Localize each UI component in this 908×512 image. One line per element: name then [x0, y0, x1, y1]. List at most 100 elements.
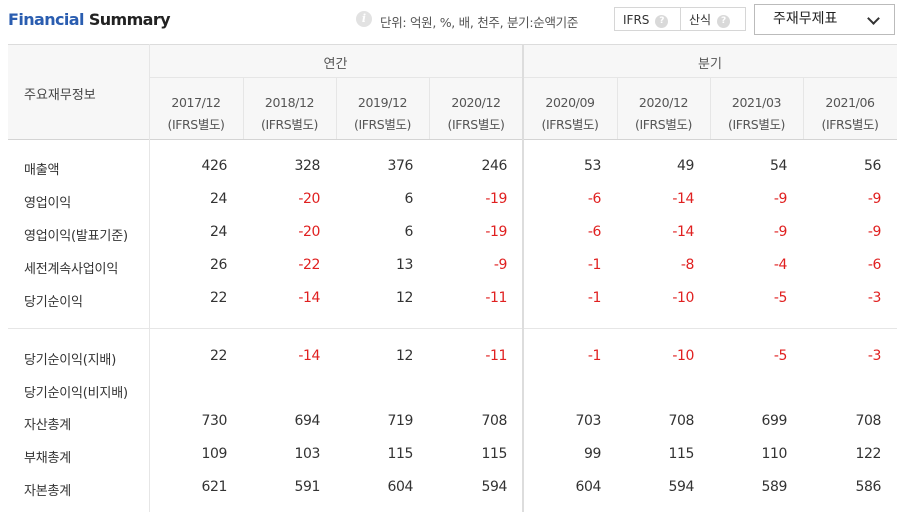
row-header-divider [149, 44, 150, 512]
table-cell: -6 [867, 257, 882, 273]
header-top-line [8, 44, 897, 45]
table-cell: -14 [298, 290, 320, 306]
row-label: 당기순이익 [24, 295, 83, 310]
table-cell: 54 [769, 158, 787, 174]
unit-text: 단위: 억원, %, 배, 천주, 분기:순액기준 [380, 15, 579, 30]
table-cell: -5 [773, 290, 788, 306]
table-cell: 53 [583, 158, 601, 174]
info-icon[interactable]: i [356, 11, 372, 27]
annual-quarter-divider [522, 44, 524, 512]
table-cell: -9 [773, 224, 788, 240]
column-header: 2018/12 (IFRS별도) [243, 92, 336, 136]
help-icon[interactable]: ? [717, 15, 731, 28]
table-cell: -11 [485, 290, 507, 306]
column-period: 2021/03 [731, 95, 782, 110]
table-cell: 109 [201, 446, 227, 462]
table-cell: -1 [587, 348, 602, 364]
column-header: 2017/12 (IFRS별도) [149, 92, 243, 136]
table-cell: -9 [493, 257, 508, 273]
table-cell: 708 [481, 413, 507, 429]
table-cell: -10 [672, 290, 694, 306]
table-cell: 115 [387, 446, 413, 462]
column-period: 2020/09 [545, 95, 595, 110]
column-divider [336, 78, 337, 139]
row-label: 자본총계 [24, 484, 72, 499]
table-cell: 24 [209, 224, 227, 240]
row-label: 당기순이익(지배) [24, 353, 117, 368]
table-cell: -20 [298, 191, 320, 207]
column-divider [243, 78, 244, 139]
ifrs-toggle[interactable]: IFRS? [614, 7, 681, 31]
column-basis: (IFRS별도) [727, 117, 786, 132]
section-title: Financial Summary [8, 10, 171, 29]
table-cell: -3 [867, 348, 882, 364]
formula-label: 산식 [689, 13, 712, 27]
table-cell: -14 [672, 224, 694, 240]
summary-header: Financial Summary i 단위: 억원, %, 배, 천주, 분기… [0, 0, 908, 44]
column-header: 2020/12 (IFRS별도) [617, 92, 710, 136]
table-cell: 708 [668, 413, 694, 429]
row-label: 세전계속사업이익 [24, 262, 119, 277]
table-cell: 49 [676, 158, 694, 174]
help-icon[interactable]: ? [655, 15, 669, 28]
table-cell: -9 [773, 191, 788, 207]
table-cell: -22 [298, 257, 320, 273]
table-cell: 708 [855, 413, 881, 429]
column-period: 2021/06 [825, 95, 875, 110]
header-bottom-line [8, 139, 897, 140]
dropdown-label: 주재무제표 [773, 11, 838, 27]
table-cell: -19 [485, 224, 507, 240]
table-cell: -9 [867, 224, 882, 240]
table-cell: 6 [404, 191, 413, 207]
table-cell: -1 [587, 257, 602, 273]
column-period: 2017/12 [171, 95, 221, 110]
column-header: 2020/09 (IFRS별도) [523, 92, 617, 136]
column-basis: (IFRS별도) [541, 117, 599, 132]
column-basis: (IFRS별도) [447, 117, 505, 132]
table-cell: 426 [201, 158, 227, 174]
table-cell: 115 [668, 446, 694, 462]
column-basis: (IFRS별도) [634, 117, 693, 132]
column-basis: (IFRS별도) [167, 117, 225, 132]
statement-dropdown[interactable]: 주재무제표 [754, 4, 895, 35]
table-cell: -6 [587, 224, 602, 240]
table-cell: 12 [395, 290, 413, 306]
quarterly-group-label: 분기 [698, 57, 722, 72]
table-cell: 694 [294, 413, 320, 429]
column-basis: (IFRS별도) [260, 117, 319, 132]
formula-toggle[interactable]: 산식? [680, 7, 746, 31]
table-cell: 328 [294, 158, 320, 174]
table-cell: -3 [867, 290, 882, 306]
section-divider-line [8, 328, 897, 329]
table-cell: -1 [587, 290, 602, 306]
table-cell: -20 [298, 224, 320, 240]
annual-group-label: 연간 [323, 57, 348, 72]
table-cell: 110 [761, 446, 787, 462]
column-period: 2019/12 [357, 95, 408, 110]
table-cell: -14 [298, 348, 320, 364]
row-label: 당기순이익(비지배) [24, 386, 128, 401]
column-divider [429, 78, 430, 139]
table-cell: 24 [209, 191, 227, 207]
title-part2: Summary [88, 10, 171, 29]
table-cell: 376 [387, 158, 413, 174]
table-cell: -14 [672, 191, 694, 207]
table-cell: 589 [761, 479, 787, 495]
column-period: 2020/12 [638, 95, 689, 110]
table-cell: -19 [485, 191, 507, 207]
table-cell: -8 [680, 257, 695, 273]
column-basis: (IFRS별도) [821, 117, 879, 132]
table-cell: 604 [575, 479, 601, 495]
table-cell: 56 [863, 158, 881, 174]
table-cell: 103 [294, 446, 320, 462]
table-cell: 99 [583, 446, 601, 462]
title-part1: Financial [8, 10, 84, 29]
table-cell: 594 [668, 479, 694, 495]
column-divider [803, 78, 804, 139]
table-cell: 591 [294, 479, 320, 495]
table-cell: 703 [575, 413, 601, 429]
column-basis: (IFRS별도) [353, 117, 412, 132]
column-header: 2020/12 (IFRS별도) [429, 92, 523, 136]
table-cell: 699 [761, 413, 787, 429]
table-cell: -9 [867, 191, 882, 207]
